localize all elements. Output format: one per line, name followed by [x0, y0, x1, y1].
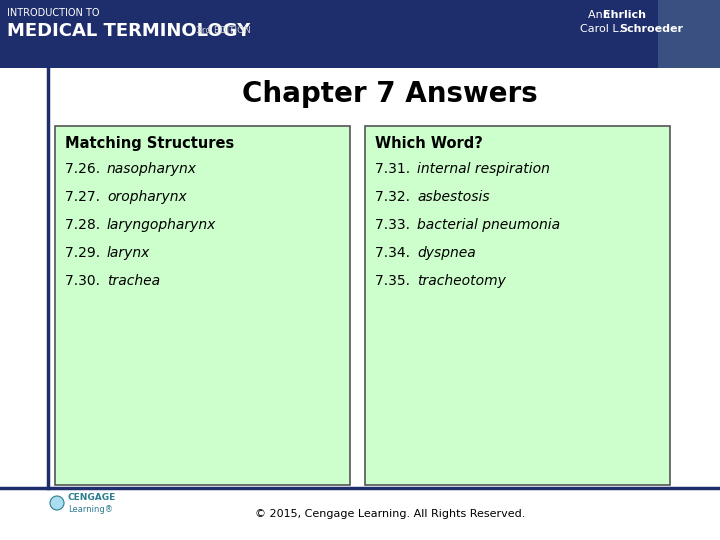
Text: 7.30.: 7.30.: [65, 274, 109, 288]
Text: Schroeder: Schroeder: [619, 24, 683, 34]
Text: trachea: trachea: [107, 274, 160, 288]
Text: 7.29.: 7.29.: [65, 246, 109, 260]
Text: Which Word?: Which Word?: [375, 136, 483, 151]
Text: dyspnea: dyspnea: [417, 246, 476, 260]
FancyBboxPatch shape: [55, 126, 350, 485]
Text: oropharynx: oropharynx: [107, 190, 186, 204]
Text: Chapter 7 Answers: Chapter 7 Answers: [242, 80, 538, 108]
Circle shape: [50, 496, 64, 510]
Text: 3rd EDITION: 3rd EDITION: [196, 26, 251, 35]
Text: Carol L.: Carol L.: [580, 24, 626, 34]
Text: laryngopharynx: laryngopharynx: [107, 218, 217, 232]
FancyBboxPatch shape: [365, 126, 670, 485]
Text: Ann: Ann: [588, 10, 613, 20]
Text: MEDICAL TERMINOLOGY: MEDICAL TERMINOLOGY: [7, 22, 251, 40]
Text: Learning®: Learning®: [68, 505, 113, 515]
Bar: [658, 0, 720, 68]
Text: 7.31.: 7.31.: [375, 162, 419, 176]
Text: 7.28.: 7.28.: [65, 218, 109, 232]
Text: nasopharynx: nasopharynx: [107, 162, 197, 176]
Text: 7.27.: 7.27.: [65, 190, 109, 204]
Text: INTRODUCTION TO: INTRODUCTION TO: [7, 8, 99, 18]
Text: © 2015, Cengage Learning. All Rights Reserved.: © 2015, Cengage Learning. All Rights Res…: [255, 509, 525, 519]
Text: CENGAGE: CENGAGE: [68, 492, 116, 502]
Text: bacterial pneumonia: bacterial pneumonia: [417, 218, 560, 232]
Text: larynx: larynx: [107, 246, 150, 260]
Text: asbestosis: asbestosis: [417, 190, 490, 204]
Text: 7.26.: 7.26.: [65, 162, 109, 176]
Text: Ehrlich: Ehrlich: [603, 10, 646, 20]
Text: 7.35.: 7.35.: [375, 274, 419, 288]
Text: 7.34.: 7.34.: [375, 246, 419, 260]
Text: internal respiration: internal respiration: [417, 162, 550, 176]
Bar: [0, 0, 720, 68]
Text: 7.33.: 7.33.: [375, 218, 419, 232]
Text: Matching Structures: Matching Structures: [65, 136, 234, 151]
Text: tracheotomy: tracheotomy: [417, 274, 506, 288]
Text: 7.32.: 7.32.: [375, 190, 419, 204]
